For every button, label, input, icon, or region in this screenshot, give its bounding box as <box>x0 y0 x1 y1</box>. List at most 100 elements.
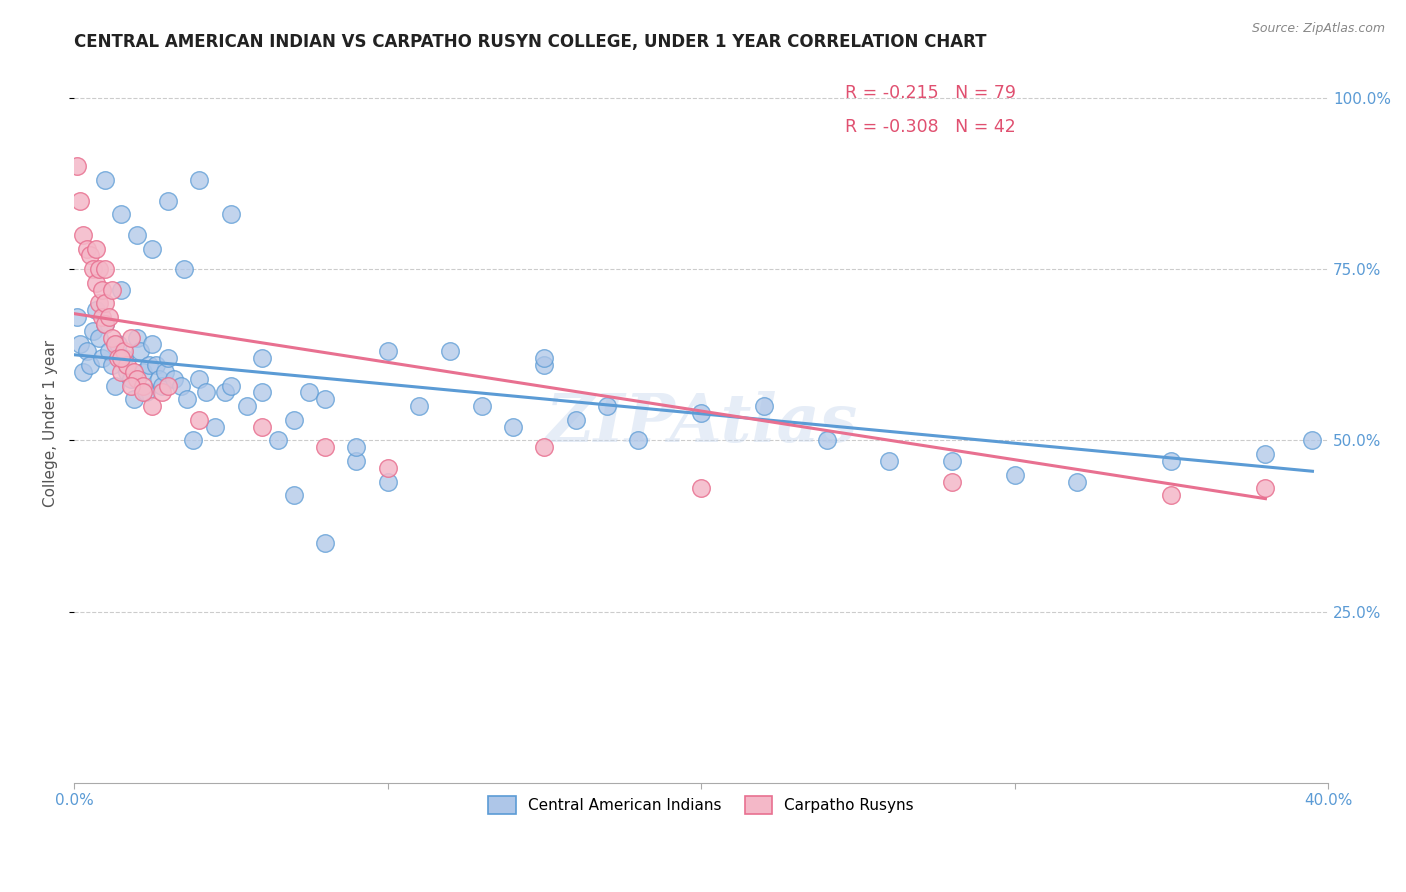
Text: Source: ZipAtlas.com: Source: ZipAtlas.com <box>1251 22 1385 36</box>
Point <box>110 351 132 366</box>
Point <box>107 337 129 351</box>
Point <box>125 330 148 344</box>
Point <box>66 159 89 173</box>
Point <box>125 372 148 386</box>
Point <box>204 419 226 434</box>
Point <box>471 399 494 413</box>
Point <box>84 303 107 318</box>
Point <box>120 372 142 386</box>
Point <box>188 372 211 386</box>
Point <box>377 460 399 475</box>
Point <box>117 358 139 372</box>
Point <box>194 385 217 400</box>
Point <box>69 337 91 351</box>
Point <box>141 337 163 351</box>
Point <box>148 372 170 386</box>
Point <box>219 207 242 221</box>
Point <box>120 378 142 392</box>
Point <box>344 454 367 468</box>
Point <box>72 365 94 379</box>
Point <box>141 399 163 413</box>
Point <box>344 440 367 454</box>
Point <box>235 399 257 413</box>
Point <box>132 365 155 379</box>
Text: CENTRAL AMERICAN INDIAN VS CARPATHO RUSYN COLLEGE, UNDER 1 YEAR CORRELATION CHAR: CENTRAL AMERICAN INDIAN VS CARPATHO RUSY… <box>75 33 987 51</box>
Point <box>314 536 336 550</box>
Point <box>117 365 139 379</box>
Point <box>1004 467 1026 482</box>
Point <box>97 310 120 324</box>
Point <box>94 317 117 331</box>
Text: R = -0.215   N = 79: R = -0.215 N = 79 <box>845 84 1017 102</box>
Point <box>163 372 186 386</box>
Point <box>283 413 305 427</box>
Point <box>91 283 114 297</box>
Point <box>941 454 963 468</box>
Point <box>125 227 148 242</box>
Point <box>815 434 838 448</box>
Point <box>377 344 399 359</box>
Point <box>100 358 122 372</box>
Point <box>1160 488 1182 502</box>
Point <box>129 344 152 359</box>
Point <box>176 392 198 407</box>
Point <box>82 324 104 338</box>
Point <box>502 419 524 434</box>
Point <box>250 419 273 434</box>
Point <box>76 242 98 256</box>
Point <box>267 434 290 448</box>
Point <box>135 385 157 400</box>
Point <box>314 392 336 407</box>
Point <box>1066 475 1088 489</box>
Point <box>173 262 195 277</box>
Point <box>627 434 650 448</box>
Point <box>110 365 132 379</box>
Text: R = -0.308   N = 42: R = -0.308 N = 42 <box>845 118 1017 136</box>
Point <box>1254 482 1277 496</box>
Point <box>82 262 104 277</box>
Point <box>76 344 98 359</box>
Point <box>94 296 117 310</box>
Point <box>690 482 713 496</box>
Legend: Central American Indians, Carpatho Rusyns: Central American Indians, Carpatho Rusyn… <box>477 784 927 826</box>
Point <box>1254 447 1277 461</box>
Point <box>91 310 114 324</box>
Point <box>122 392 145 407</box>
Point <box>877 454 900 468</box>
Point <box>283 488 305 502</box>
Point <box>170 378 193 392</box>
Point <box>112 344 135 359</box>
Point <box>1301 434 1323 448</box>
Point <box>314 440 336 454</box>
Point <box>153 365 176 379</box>
Point <box>97 344 120 359</box>
Point <box>941 475 963 489</box>
Point <box>533 351 555 366</box>
Point <box>533 440 555 454</box>
Point <box>79 248 101 262</box>
Point <box>122 365 145 379</box>
Point <box>132 378 155 392</box>
Point <box>84 276 107 290</box>
Text: ZIPAtlas: ZIPAtlas <box>546 391 858 456</box>
Point <box>120 330 142 344</box>
Point <box>94 262 117 277</box>
Point <box>157 194 180 208</box>
Point <box>100 283 122 297</box>
Point <box>94 173 117 187</box>
Point <box>107 351 129 366</box>
Point <box>188 173 211 187</box>
Point <box>104 337 127 351</box>
Point <box>250 351 273 366</box>
Point <box>89 330 111 344</box>
Point <box>752 399 775 413</box>
Point <box>145 358 167 372</box>
Point <box>690 406 713 420</box>
Point <box>408 399 430 413</box>
Point <box>110 207 132 221</box>
Point <box>219 378 242 392</box>
Point <box>112 351 135 366</box>
Point <box>533 358 555 372</box>
Point <box>157 378 180 392</box>
Point <box>84 242 107 256</box>
